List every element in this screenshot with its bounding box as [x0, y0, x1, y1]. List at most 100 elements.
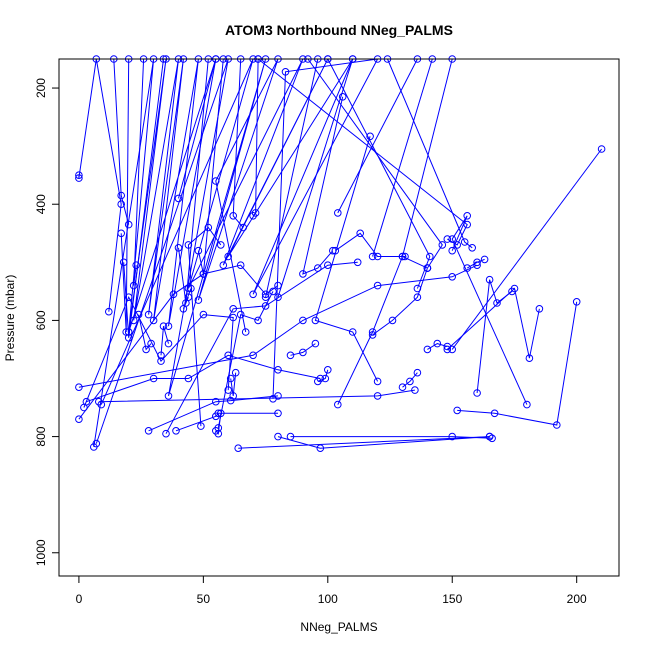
- data-point: [169, 290, 178, 299]
- series-line: [113, 58, 130, 225]
- data-point: [423, 345, 432, 354]
- data-point: [324, 366, 332, 374]
- data-point: [508, 287, 516, 296]
- data-point: [124, 328, 133, 336]
- data-point: [493, 299, 501, 307]
- series-line: [86, 354, 321, 403]
- data-point: [523, 400, 531, 409]
- data-point: [144, 427, 153, 435]
- data-point: [373, 281, 382, 290]
- data-point: [553, 421, 561, 429]
- data-point: [199, 310, 208, 319]
- data-point: [426, 252, 434, 261]
- data-point: [162, 429, 170, 438]
- data-point: [229, 305, 237, 313]
- data-point: [229, 392, 237, 400]
- data-point: [356, 229, 365, 238]
- data-point: [463, 220, 472, 229]
- data-point: [448, 273, 457, 281]
- data-point: [406, 377, 414, 386]
- data-point: [261, 293, 270, 302]
- data-point: [321, 374, 330, 383]
- series-line: [100, 58, 379, 405]
- data-point: [224, 386, 232, 394]
- series-line: [372, 58, 433, 257]
- x-axis-label: NNeg_PALMS: [300, 620, 377, 634]
- series-line: [160, 326, 169, 356]
- data-point: [311, 339, 320, 348]
- data-point: [142, 345, 150, 354]
- series-line: [133, 58, 145, 286]
- data-point: [274, 293, 282, 302]
- series-line: [335, 232, 405, 257]
- data-point: [368, 331, 377, 339]
- data-point: [448, 432, 457, 441]
- series-line: [98, 389, 415, 403]
- series-line: [165, 261, 358, 434]
- series-line: [217, 291, 274, 428]
- data-point: [184, 293, 193, 302]
- data-point: [274, 366, 282, 374]
- data-point: [219, 261, 228, 270]
- plot-points: [75, 55, 606, 453]
- series-line: [120, 58, 130, 333]
- series-line: [402, 58, 453, 257]
- data-point: [353, 258, 362, 267]
- series-line: [93, 58, 217, 448]
- series-line: [457, 301, 578, 426]
- data-point: [311, 316, 320, 325]
- data-point: [129, 316, 138, 325]
- data-point: [254, 316, 262, 325]
- data-point: [453, 406, 462, 415]
- data-point: [460, 238, 469, 246]
- data-point: [199, 270, 208, 278]
- data-point: [348, 328, 357, 336]
- data-point: [124, 220, 133, 229]
- data-point: [159, 322, 168, 331]
- data-point: [453, 241, 462, 249]
- x-tick-label: 100: [318, 592, 338, 606]
- data-point: [286, 351, 295, 360]
- data-point: [179, 305, 188, 313]
- data-point: [119, 258, 128, 267]
- data-point: [411, 386, 419, 394]
- data-point: [194, 246, 203, 255]
- data-point: [144, 310, 153, 319]
- data-point: [373, 252, 382, 261]
- data-point: [239, 223, 247, 232]
- data-point: [413, 284, 422, 293]
- series-line: [187, 226, 222, 427]
- data-point: [448, 235, 457, 243]
- data-point: [334, 400, 342, 409]
- data-point: [224, 252, 232, 261]
- data-point: [314, 377, 322, 386]
- x-tick-label: 0: [76, 592, 83, 606]
- series-line: [83, 295, 234, 408]
- data-point: [334, 209, 342, 217]
- chart-title: ATOM3 Northbound NNeg_PALMS: [225, 22, 453, 38]
- series-line: [387, 58, 473, 249]
- data-point: [157, 351, 165, 360]
- y-axis: 200 400 600 800 1000: [34, 78, 59, 566]
- series-line: [476, 279, 513, 394]
- data-point: [368, 328, 377, 336]
- data-point: [82, 397, 91, 406]
- series-line: [178, 58, 217, 199]
- data-point: [249, 351, 257, 360]
- series-line: [265, 58, 319, 298]
- data-point: [535, 305, 544, 313]
- data-point: [261, 290, 270, 299]
- series-line: [182, 288, 192, 309]
- data-point: [75, 415, 83, 424]
- data-point: [480, 255, 489, 264]
- y-tick-label: 400: [34, 194, 48, 214]
- data-point: [438, 241, 447, 249]
- data-point: [164, 339, 173, 348]
- data-point: [413, 368, 422, 377]
- data-point: [423, 264, 432, 272]
- data-point: [281, 68, 290, 76]
- data-point: [299, 316, 307, 325]
- series-line: [307, 58, 443, 269]
- data-point: [124, 293, 133, 302]
- y-tick-label: 600: [34, 310, 48, 330]
